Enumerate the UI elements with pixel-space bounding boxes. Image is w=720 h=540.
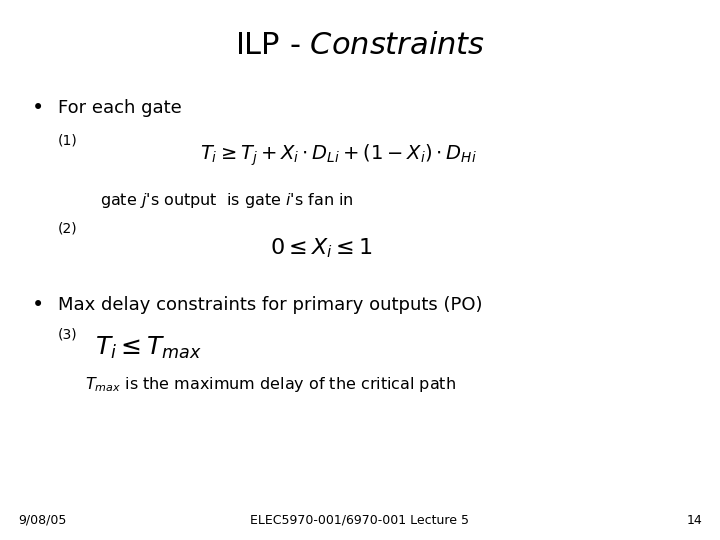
Text: 14: 14 [686,514,702,526]
Text: $T_i \leq T_{max}$: $T_i \leq T_{max}$ [95,335,202,361]
Text: (2): (2) [58,221,78,235]
Text: (3): (3) [58,328,78,342]
Text: 9/08/05: 9/08/05 [18,514,66,526]
Text: Max delay constraints for primary outputs (PO): Max delay constraints for primary output… [58,296,482,314]
Text: (1): (1) [58,133,78,147]
Text: $\mathit{T}_{max}$ is the maximum delay of the critical path: $\mathit{T}_{max}$ is the maximum delay … [85,375,456,395]
Text: ILP - $\it{Constraints}$: ILP - $\it{Constraints}$ [235,30,485,59]
Text: gate $j$'s output  is gate $i$'s fan in: gate $j$'s output is gate $i$'s fan in [100,191,354,210]
Text: •: • [32,295,44,315]
Text: $T_i \geq T_j + X_i \cdot D_{Li} + (1 - X_i)\cdot D_{Hi}$: $T_i \geq T_j + X_i \cdot D_{Li} + (1 - … [200,142,477,168]
Text: For each gate: For each gate [58,99,181,117]
Text: $0 \leq X_i \leq 1$: $0 \leq X_i \leq 1$ [270,236,373,260]
Text: •: • [32,98,44,118]
Text: ELEC5970-001/6970-001 Lecture 5: ELEC5970-001/6970-001 Lecture 5 [251,514,469,526]
